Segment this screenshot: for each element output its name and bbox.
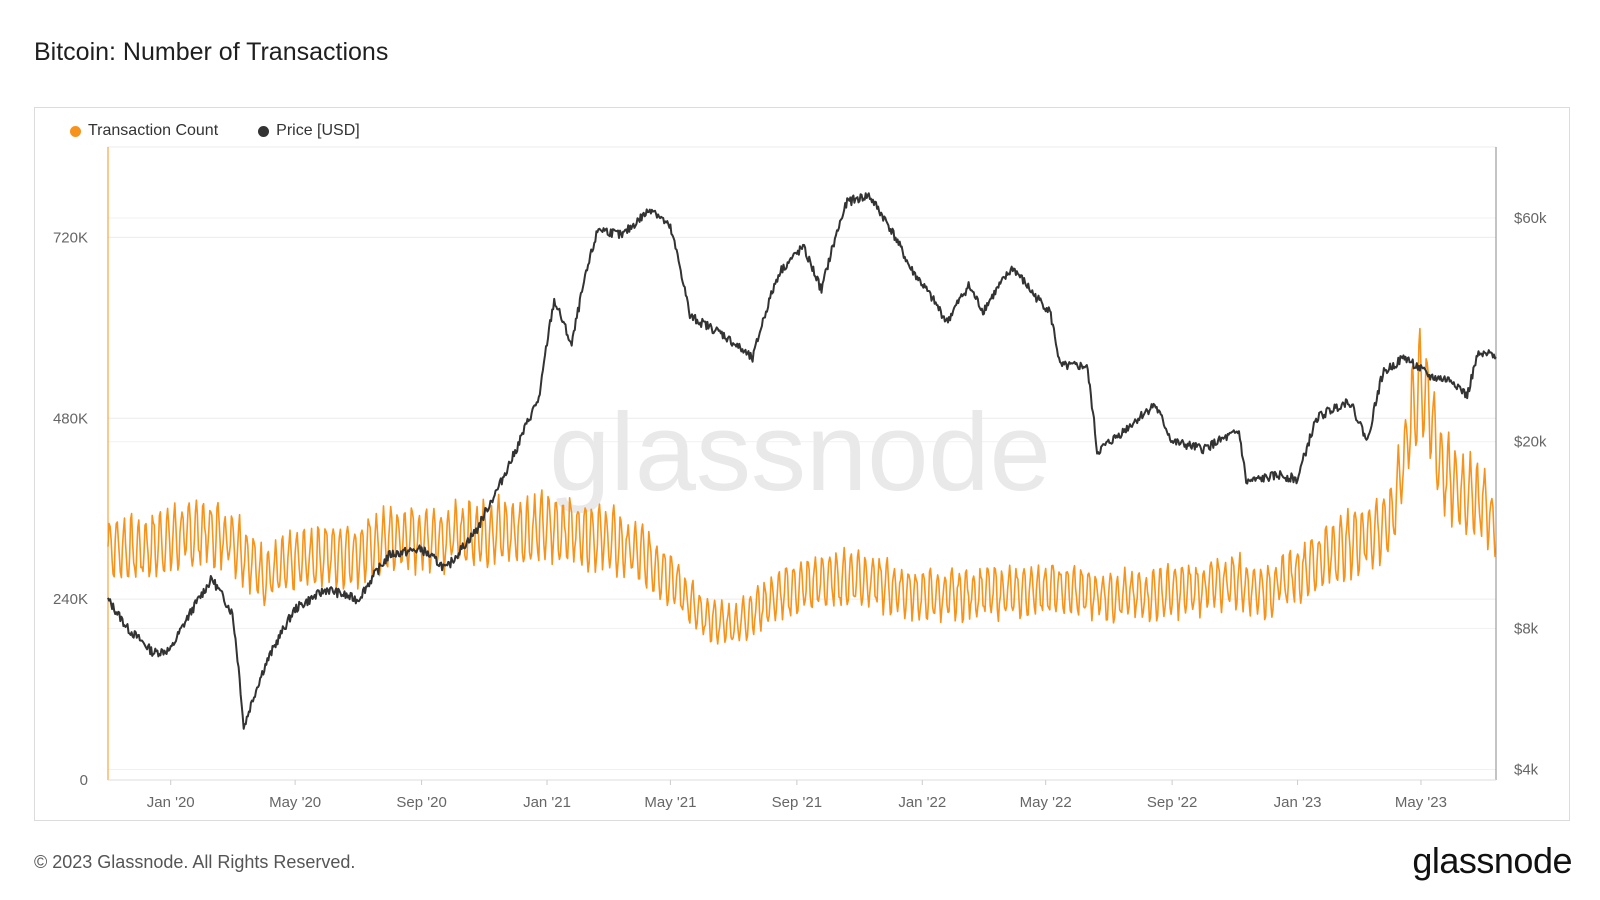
x-tick-label: Jan '22 <box>898 794 946 811</box>
x-tick-label: Sep '21 <box>772 794 822 811</box>
x-tick-label: Jan '21 <box>523 794 571 811</box>
axes: 0 240K 480K 720K $4k $8k $20k $60k Jan '20 May '2… <box>53 147 1547 811</box>
x-tick-label: Jan '23 <box>1274 794 1322 811</box>
legend-item-transaction-count[interactable]: Transaction Count <box>70 122 218 140</box>
x-tick-label: Jan '20 <box>147 794 195 811</box>
chart-legend: Transaction Count Price [USD] <box>70 122 360 140</box>
legend-label-transaction-count: Transaction Count <box>88 122 219 139</box>
series-line-transaction-count <box>107 327 1497 645</box>
copyright: © 2023 Glassnode. All Rights Reserved. <box>34 852 356 872</box>
y-right-tick-label: $60k <box>1514 210 1547 227</box>
y-left-tick-label: 240K <box>53 591 88 608</box>
legend-item-price[interactable]: Price [USD] <box>258 122 360 140</box>
x-tick-label: May '23 <box>1395 794 1447 811</box>
legend-marker-price <box>258 125 270 137</box>
y-left-tick-label: 0 <box>80 772 88 789</box>
watermark: glassnode <box>549 391 1051 514</box>
x-tick-label: May '20 <box>269 794 321 811</box>
x-tick-label: May '21 <box>644 794 696 811</box>
series-group <box>107 192 1497 730</box>
y-left-tick-label: 720K <box>53 229 88 246</box>
y-right-tick-label: $8k <box>1514 620 1539 637</box>
y-right-tick-label: $20k <box>1514 434 1547 451</box>
legend-marker-transaction-count <box>70 125 81 137</box>
x-tick-label: Sep '22 <box>1147 794 1197 811</box>
y-right-tick-label: $4k <box>1514 762 1539 779</box>
chart-panel <box>34 107 1570 821</box>
legend-label-price: Price [USD] <box>276 122 360 139</box>
x-tick-label: May '22 <box>1020 794 1072 811</box>
x-tick-label: Sep '20 <box>396 794 446 811</box>
page-title: Bitcoin: Number of Transactions <box>34 38 389 66</box>
brand-logo: glassnode <box>1412 840 1572 881</box>
y-left-tick-label: 480K <box>53 410 88 427</box>
series-line-price <box>107 192 1497 730</box>
